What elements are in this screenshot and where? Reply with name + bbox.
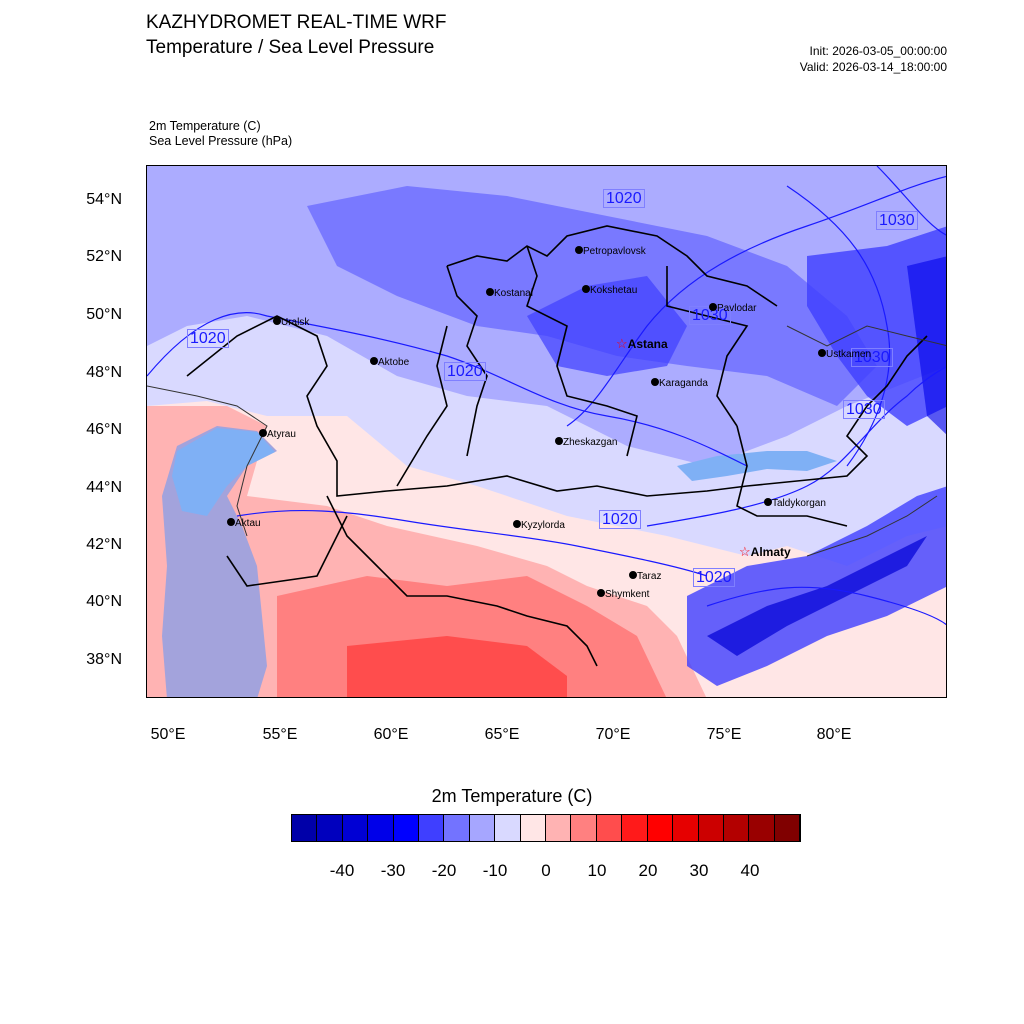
lat-label: 48°N — [86, 364, 122, 381]
colorbar-swatch — [368, 815, 394, 841]
lon-label: 55°E — [262, 726, 298, 743]
city-marker-almaty: ☆Almaty — [739, 544, 791, 559]
colorbar-swatch — [698, 815, 724, 841]
colorbar-swatch — [469, 815, 496, 841]
isobar-label: 1020 — [187, 329, 229, 348]
city-marker-uralsk: Uralsk — [273, 312, 309, 330]
lon-label: 75°E — [706, 726, 742, 743]
city-marker-kyzylorda: Kyzylorda — [513, 515, 565, 533]
colorbar-swatch — [673, 815, 699, 841]
city-marker-ustkamen: Ustkamen — [818, 344, 871, 362]
city-marker-zheskazgan: Zheskazgan — [555, 432, 617, 450]
colorbar-label: 0 — [541, 861, 551, 880]
city-marker-atyrau: Atyrau — [259, 424, 296, 442]
colorbar-label: 10 — [587, 861, 607, 880]
temperature-map — [147, 166, 946, 697]
isobar-label: 1020 — [693, 568, 735, 587]
city-marker-pavlodar: Pavlodar — [709, 298, 756, 316]
colorbar-swatch — [749, 815, 775, 841]
colorbar-swatch — [546, 815, 572, 841]
colorbar-title: 2m Temperature (C) — [431, 786, 593, 806]
colorbar-swatch — [317, 815, 343, 841]
colorbar-label: 30 — [689, 861, 709, 880]
colorbar-label: -10 — [482, 861, 508, 880]
colorbar-swatch — [723, 815, 750, 841]
chart-subtitle: Temperature / Sea Level Pressure — [146, 37, 435, 58]
colorbar-label: -20 — [431, 861, 457, 880]
city-marker-aktau: Aktau — [227, 513, 261, 531]
city-marker-taraz: Taraz — [629, 566, 661, 584]
lat-label: 52°N — [86, 248, 122, 265]
lon-label: 65°E — [484, 726, 520, 743]
colorbar-label: -30 — [380, 861, 406, 880]
isobar-label: 1030 — [876, 211, 918, 230]
lat-label: 38°N — [86, 651, 122, 668]
city-marker-aktobe: Aktobe — [370, 352, 409, 370]
lat-label: 44°N — [86, 479, 122, 496]
valid-time: Valid: 2026-03-14_18:00:00 — [799, 60, 947, 74]
colorbar-swatch — [495, 815, 521, 841]
lat-label: 42°N — [86, 536, 122, 553]
colorbar-swatch — [444, 815, 470, 841]
colorbar-swatch — [596, 815, 623, 841]
colorbar-swatch — [292, 815, 318, 841]
colorbar-swatch — [342, 815, 369, 841]
isobar-label: 1020 — [599, 510, 641, 529]
city-marker-astana: ☆Astana — [616, 336, 668, 351]
city-marker-kostanai: Kostanai — [486, 283, 533, 301]
colorbar-swatch — [647, 815, 674, 841]
field-label-pressure: Sea Level Pressure (hPa) — [149, 134, 293, 148]
isobar-label: 1020 — [444, 362, 486, 381]
field-label-temperature: 2m Temperature (C) — [149, 119, 261, 133]
colorbar-swatch — [419, 815, 445, 841]
isobar-label: 1030 — [843, 400, 885, 419]
isobar-label: 1030 — [851, 348, 893, 367]
colorbar-swatch — [520, 815, 547, 841]
lon-label: 60°E — [373, 726, 409, 743]
isobar-label: 1020 — [603, 189, 645, 208]
colorbar-swatch — [571, 815, 597, 841]
colorbar-swatch — [622, 815, 648, 841]
colorbar-label: 40 — [740, 861, 760, 880]
colorbar-label: 20 — [638, 861, 658, 880]
lat-label: 46°N — [86, 421, 122, 438]
lon-label: 70°E — [595, 726, 631, 743]
city-marker-taldykorgan: Taldykorgan — [764, 493, 826, 511]
isobar-label: 1030 — [689, 306, 731, 325]
lat-label: 50°N — [86, 306, 122, 323]
init-time: Init: 2026-03-05_00:00:00 — [809, 44, 947, 58]
lat-label: 40°N — [86, 593, 122, 610]
colorbar-swatch — [774, 815, 801, 841]
city-marker-kokshetau: Kokshetau — [582, 280, 637, 298]
city-marker-petropavlovsk: Petropavlovsk — [575, 241, 646, 259]
colorbar-label: -40 — [329, 861, 355, 880]
colorbar-swatch — [393, 815, 420, 841]
colorbar — [291, 814, 801, 842]
chart-title: KAZHYDROMET REAL-TIME WRF — [146, 12, 447, 33]
lon-label: 80°E — [816, 726, 852, 743]
lat-label: 54°N — [86, 191, 122, 208]
city-marker-shymkent: Shymkent — [597, 584, 649, 602]
lon-label: 50°E — [150, 726, 186, 743]
city-marker-karaganda: Karaganda — [651, 373, 708, 391]
map-panel — [146, 165, 947, 698]
